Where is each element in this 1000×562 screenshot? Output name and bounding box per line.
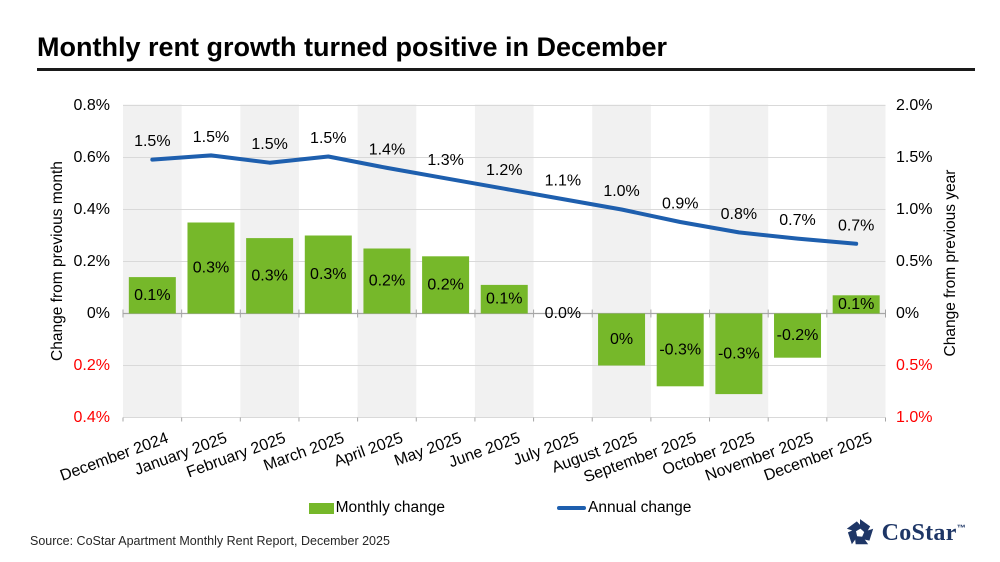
bar-label-7: 0.0% [545, 305, 581, 322]
bar-1 [187, 222, 235, 314]
bar-10 [715, 313, 763, 395]
line-label-12: 0.7% [838, 217, 874, 234]
pinwheel-blade [854, 535, 868, 545]
trademark-symbol: ™ [956, 522, 966, 533]
right-axis-tick-label-4: 0% [896, 305, 919, 322]
bar-label-11: -0.2% [777, 327, 819, 344]
left-axis-tick-label-0: 0.8% [74, 97, 110, 114]
line-label-11: 0.7% [779, 212, 815, 229]
line-label-1: 1.5% [193, 129, 229, 146]
right-axis-tick-label-1: 1.5% [896, 149, 932, 166]
right-axis-title: Change from previous year [942, 169, 959, 357]
bar-label-5: 0.2% [427, 276, 463, 293]
legend-item-annual-change: Annual change [557, 499, 691, 517]
right-axis-tick-label-6: 1.0% [896, 409, 932, 426]
monthly-change-swatch-icon [308, 502, 334, 514]
line-label-10: 0.8% [721, 206, 757, 223]
left-axis-tick-label-1: 0.6% [74, 149, 110, 166]
right-axis-tick-label-3: 0.5% [896, 253, 932, 270]
line-label-5: 1.3% [427, 152, 463, 169]
source-note: Source: CoStar Apartment Monthly Rent Re… [30, 534, 390, 548]
bar-12 [832, 295, 880, 314]
costar-logo: CoStar™ [844, 517, 966, 549]
bar-label-10: -0.3% [718, 345, 760, 362]
bar-6 [480, 284, 528, 314]
bar-4 [363, 248, 411, 314]
left-axis-tick-label-3: 0.2% [74, 253, 110, 270]
bar-11 [774, 313, 822, 358]
right-axis-tick-label-5: 0.5% [896, 357, 932, 374]
page-title: Monthly rent growth turned positive in D… [37, 33, 975, 72]
line-label-0: 1.5% [134, 133, 170, 150]
bar-8 [598, 313, 646, 366]
left-axis-title: Change from previous month [49, 161, 66, 361]
costar-pinwheel-icon [846, 519, 873, 545]
bar-9 [656, 313, 704, 387]
right-axis-tick-label-2: 1.0% [896, 201, 932, 218]
costar-logo-text: CoStar™ [881, 519, 966, 546]
pinwheel-blade [859, 519, 870, 534]
legend-label-annual-change: Annual change [588, 499, 692, 516]
bar-label-2: 0.3% [251, 267, 287, 284]
pinwheel-blade [847, 528, 857, 545]
annual-change-swatch-icon [557, 505, 586, 511]
bar-5 [422, 256, 470, 314]
bar-label-9: -0.3% [659, 341, 701, 358]
bar-label-0: 0.1% [134, 287, 170, 304]
legend-label-monthly-change: Monthly change [335, 499, 445, 516]
left-axis-tick-label-2: 0.4% [74, 201, 110, 218]
annual-change-line [150, 153, 859, 246]
bar-label-3: 0.3% [310, 266, 346, 283]
bar-2 [246, 238, 294, 314]
left-axis-tick-label-4: 0% [87, 305, 110, 322]
legend-item-monthly-change: Monthly change [308, 499, 445, 517]
bar-0 [128, 277, 176, 314]
line-label-6: 1.2% [486, 162, 522, 179]
line-label-8: 1.0% [603, 183, 639, 200]
line-label-3: 1.5% [310, 130, 346, 147]
pinwheel-blade [846, 521, 863, 532]
bar-3 [304, 235, 352, 314]
line-label-4: 1.4% [369, 141, 405, 158]
right-axis-tick-label-0: 2.0% [896, 97, 932, 114]
line-label-2: 1.5% [251, 136, 287, 153]
pinwheel-blade [860, 528, 873, 541]
left-axis-tick-label-5: 0.2% [74, 357, 110, 374]
left-axis-tick-label-6: 0.4% [74, 409, 110, 426]
bar-label-4: 0.2% [369, 273, 405, 290]
bar-label-1: 0.3% [193, 260, 229, 277]
bar-label-8: 0% [610, 331, 633, 348]
bar-label-6: 0.1% [486, 291, 522, 308]
chart-legend: Monthly change Annual change [0, 496, 1000, 520]
bar-label-12: 0.1% [838, 296, 874, 313]
line-label-9: 0.9% [662, 195, 698, 212]
line-label-7: 1.1% [545, 173, 581, 190]
